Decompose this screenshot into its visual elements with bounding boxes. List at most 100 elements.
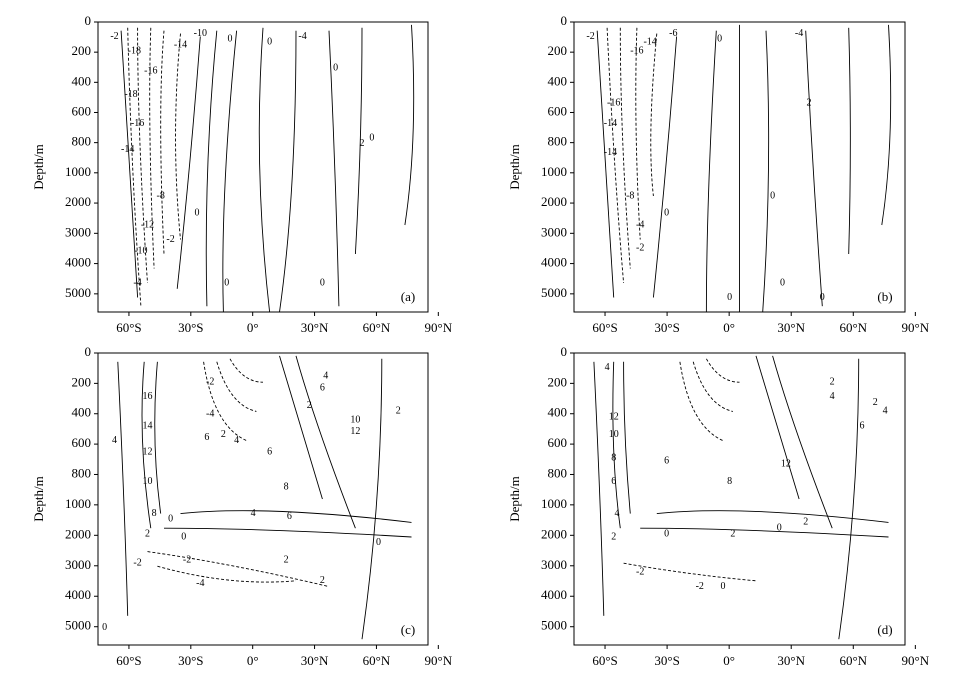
x-tick-label: 30°N [777,653,805,668]
contour-label: 8 [284,482,289,493]
x-tick-label: 60°S [592,653,617,668]
contour-label: 0 [168,514,173,525]
y-tick-label: 1000 [541,164,567,179]
contour-line [205,30,218,307]
contour-label: 12 [609,412,619,423]
y-tick-label: 200 [72,374,92,389]
contour-label: 0 [228,34,233,45]
contour-label: 2 [396,406,401,417]
contour-label: 4 [615,508,620,519]
contour-label: 0 [777,522,782,533]
x-tick-label: 30°S [178,320,203,335]
contour-line [606,27,625,284]
contour-label: -4 [206,409,214,420]
y-axis-label: Depth/m [31,476,46,522]
y-tick-label: 5000 [541,285,567,300]
contour-label: -10 [134,245,147,256]
contour-label: 0 [720,581,725,592]
y-tick-label: 600 [72,435,92,450]
y-tick-label: 4000 [65,587,91,602]
contour-label: 2 [873,397,878,408]
y-tick-label: 4000 [541,587,567,602]
contour-label: 2 [145,528,150,539]
contour-line [772,355,833,529]
contour-label: -2 [110,31,118,42]
contour-label: 12 [143,447,153,458]
contour-label: 12 [781,458,791,469]
contour-line [762,30,770,313]
y-tick-label: 0 [85,13,92,28]
contour-label: -2 [166,234,174,245]
contour-line [679,361,724,442]
plot-frame [97,352,429,646]
contour-line [117,361,129,616]
contour-line [755,355,800,500]
contour-label: -2 [206,376,214,387]
contour-label: -14 [174,39,187,50]
contour-label: 0 [181,531,186,542]
contour-line [656,510,889,523]
contour-label: -12 [141,219,154,230]
contour-line [619,27,631,269]
contour-label: 6 [204,432,209,443]
contour-label: 2 [284,555,289,566]
y-tick-label: 0 [85,344,92,359]
contour-label: 10 [609,429,619,440]
contour-line [612,361,621,529]
y-tick-label: 400 [72,405,92,420]
panel-label: (c) [401,622,415,637]
contour-line [120,30,139,298]
contour-label: 2 [730,528,735,539]
y-tick-label: 5000 [65,618,91,633]
contour-label: 2 [803,517,808,528]
contour-label: -8 [626,190,634,201]
contour-label: 8 [727,476,732,487]
plot-frame [573,21,906,313]
contour-label: -4 [196,578,204,589]
panel: -2-18-16-14-10-18-16-14-8-12-10-4-2000 -4… [31,13,453,335]
contour-line [593,361,605,616]
contour-label: -14 [604,118,617,129]
x-tick-label: 30°N [301,653,329,668]
y-tick-label: 600 [548,435,568,450]
contour-label: -16 [630,45,643,56]
contour-label: -16 [144,66,157,77]
x-tick-label: 0° [723,653,735,668]
contour-label: -14 [643,37,656,48]
contour-label: 2 [611,531,616,542]
contour-label: -4 [636,219,644,230]
contour-label: 4 [323,371,328,382]
y-tick-label: 0 [561,344,568,359]
contour-line [623,361,631,514]
x-tick-label: 60°S [592,320,617,335]
contour-label: 4 [251,508,256,519]
contour-label: 6 [664,455,669,466]
contour-label: -2 [586,31,594,42]
contour-label: 0 [727,292,732,303]
y-tick-label: 800 [72,134,92,149]
contour-label: 2 [807,97,812,108]
x-tick-label: 60°N [839,653,867,668]
contour-label: 2 [360,138,365,149]
y-tick-label: 4000 [541,255,567,270]
panel-label: (a) [401,289,415,304]
y-tick-label: 3000 [541,557,567,572]
y-tick-label: 0 [561,13,568,28]
contour-line [147,551,330,588]
contour-label: 12 [350,426,360,437]
contour-label: 0 [102,622,107,633]
contour-label: 6 [611,476,616,487]
y-tick-label: 800 [548,465,568,480]
contour-line [176,36,201,289]
contour-label: -2 [183,555,191,566]
contour-line [127,27,142,307]
contour-line [354,27,363,255]
contour-line [258,27,271,313]
y-axis-label: Depth/m [507,144,522,190]
contour-label: 2 [320,575,325,586]
contour-label: 4 [605,362,610,373]
contour-label: 0 [664,528,669,539]
x-tick-label: 60°N [839,320,867,335]
